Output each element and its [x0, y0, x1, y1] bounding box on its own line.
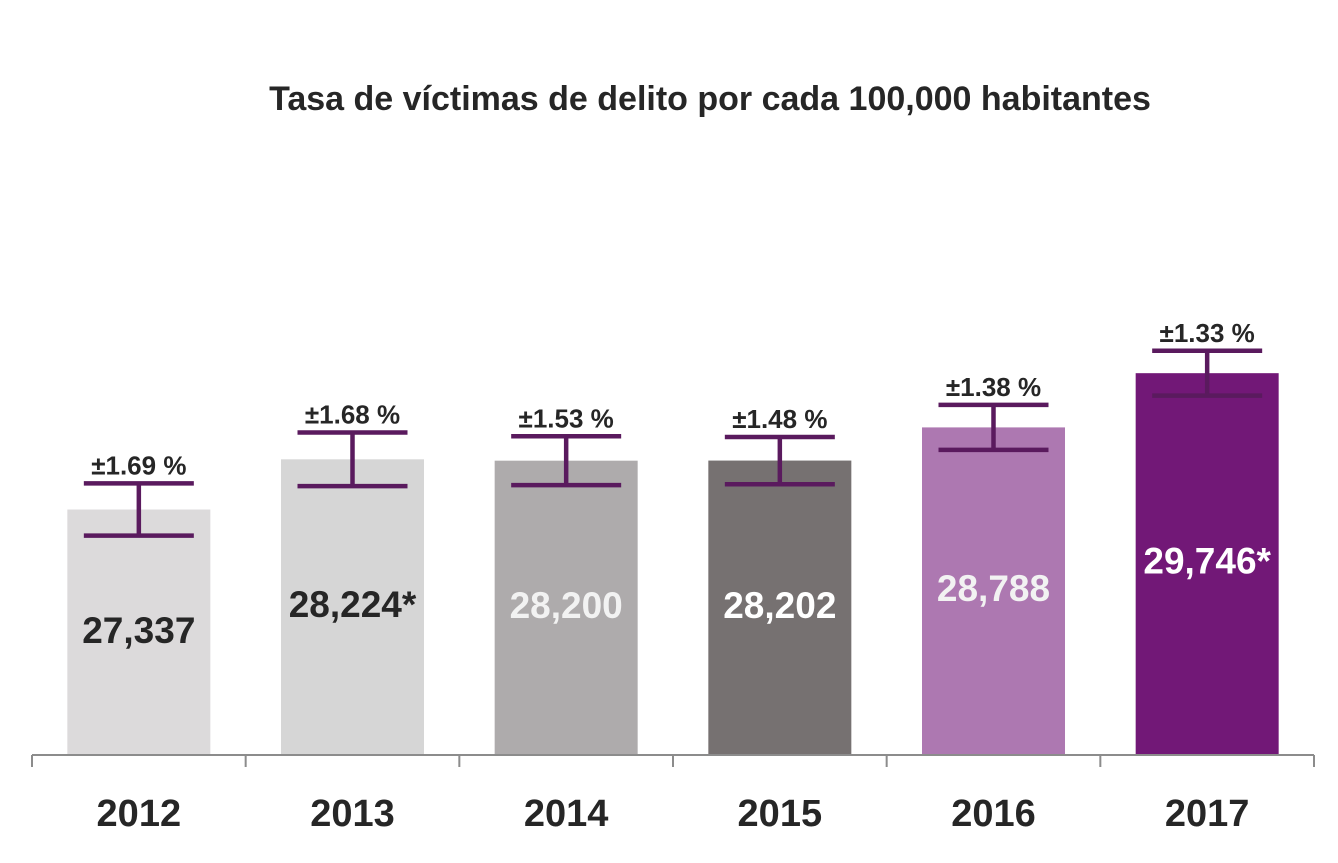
error-label-2016: ±1.38 %: [946, 372, 1041, 402]
error-bar-2012: [83, 481, 194, 538]
error-label-2014: ±1.53 %: [519, 403, 614, 433]
error-label-2015: ±1.48 %: [732, 404, 827, 434]
value-label-2012: 27,337: [82, 610, 195, 651]
error-bar-2015: [724, 434, 835, 487]
category-label-2013: 2013: [310, 793, 395, 835]
error-bars-layer: [83, 348, 1263, 538]
category-label-2014: 2014: [524, 793, 609, 835]
error-label-2017: ±1.33 %: [1160, 318, 1255, 348]
error-label-2013: ±1.68 %: [305, 399, 400, 429]
bar-2016: [922, 427, 1065, 755]
error-bar-2016: [938, 402, 1049, 453]
category-label-2017: 2017: [1165, 793, 1250, 835]
error-bar-2017: [1152, 348, 1263, 398]
bar-2015: [708, 460, 852, 755]
value-label-2015: 28,202: [723, 585, 836, 626]
bars-layer: [67, 373, 1279, 755]
error-bar-2013: [297, 430, 408, 489]
value-label-2014: 28,200: [510, 585, 623, 626]
value-label-2016: 28,788: [937, 568, 1050, 609]
bar-2017: [1135, 373, 1279, 755]
bar-2013: [281, 459, 424, 755]
chart-title: Tasa de víctimas de delito por cada 100,…: [269, 80, 1151, 118]
category-label-2015: 2015: [738, 793, 823, 835]
error-bar-2014: [511, 434, 622, 488]
category-label-2012: 2012: [97, 793, 182, 835]
error-label-2012: ±1.69 %: [91, 450, 186, 480]
bar-2012: [67, 509, 211, 755]
x-axis: [31, 754, 1315, 767]
labels-layer: ±1.69 % 27,337 2012 ±1.68 % 28,224* 2013 ±1.53…: [82, 318, 1271, 835]
category-label-2016: 2016: [951, 793, 1036, 835]
value-label-2017: 29,746*: [1143, 540, 1271, 581]
bar-2014: [494, 460, 638, 755]
value-label-2013: 28,224*: [289, 584, 417, 625]
